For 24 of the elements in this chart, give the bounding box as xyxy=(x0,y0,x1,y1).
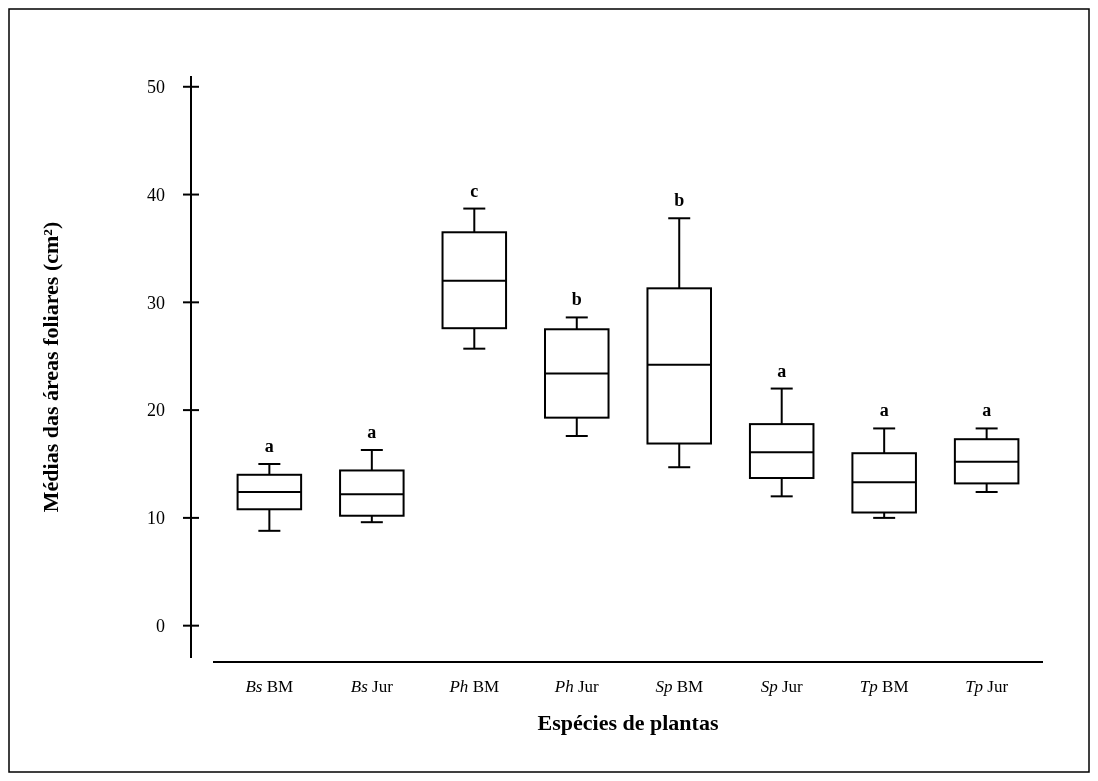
x-tick-label: Bs Jur xyxy=(350,677,394,696)
y-tick-label: 50 xyxy=(147,77,165,98)
y-tick-label: 20 xyxy=(147,400,165,421)
annotation: a xyxy=(777,360,787,381)
y-tick-label: 40 xyxy=(147,184,165,205)
x-tick-label: Bs BM xyxy=(245,677,294,696)
annotation: a xyxy=(982,400,992,421)
y-tick-label: 10 xyxy=(147,508,165,529)
x-tick-label: Tp BM xyxy=(859,677,909,696)
annotation: a xyxy=(264,436,274,456)
x-tick-label: Tp Jur xyxy=(965,677,1009,696)
annotation: b xyxy=(571,289,582,310)
annotation: b xyxy=(674,190,685,211)
x-tick-label: Ph Jur xyxy=(553,677,600,696)
x-tick-label: Sp BM xyxy=(655,677,704,696)
annotation: a xyxy=(367,421,377,442)
y-axis-title: Médias das áreas foliares (cm²) xyxy=(38,221,63,513)
annotation: c xyxy=(470,180,479,201)
y-tick-label: 30 xyxy=(147,292,165,313)
x-tick-label: Ph BM xyxy=(448,677,500,696)
x-axis-title: Espécies de plantas xyxy=(537,710,719,735)
annotation: a xyxy=(879,400,889,421)
x-tick-label: Sp Jur xyxy=(760,677,804,696)
y-tick-label: 0 xyxy=(156,615,165,636)
